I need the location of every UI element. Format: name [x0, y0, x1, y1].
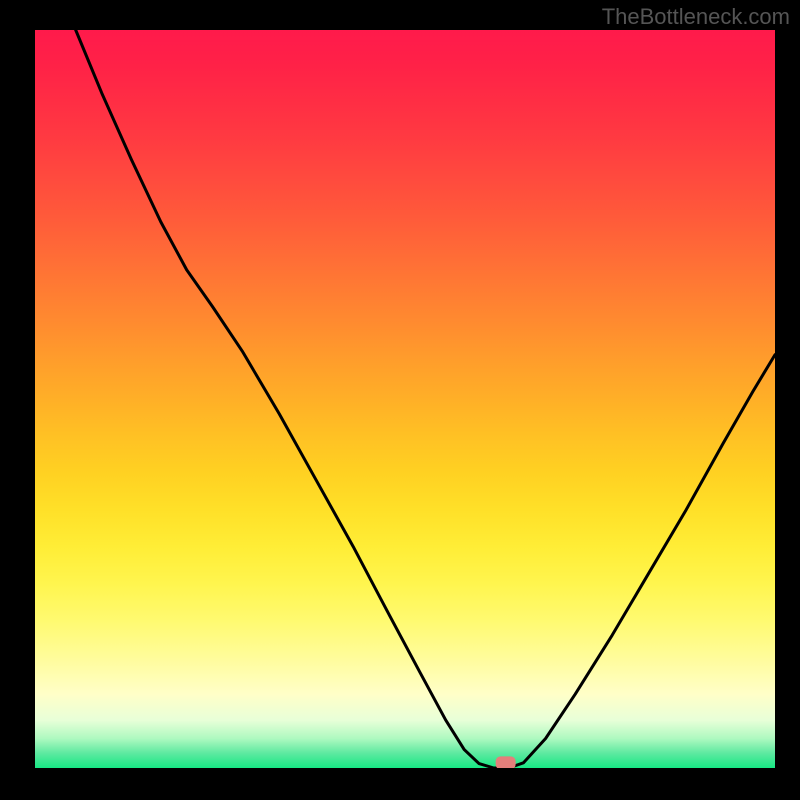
bottleneck-chart: [0, 0, 800, 800]
optimal-marker: [496, 756, 516, 769]
watermark-text: TheBottleneck.com: [602, 4, 790, 30]
chart-svg: [0, 0, 800, 800]
